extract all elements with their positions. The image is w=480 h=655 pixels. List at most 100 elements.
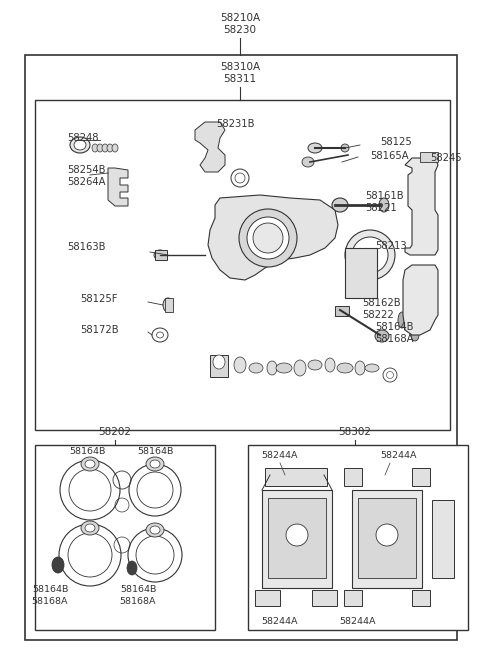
Ellipse shape	[308, 360, 322, 370]
Bar	[25, 55, 457, 640]
Bar	[265, 468, 327, 486]
Bar	[352, 490, 422, 588]
Bar	[210, 355, 228, 377]
Polygon shape	[405, 158, 438, 255]
Text: 58163B: 58163B	[67, 242, 106, 252]
Bar	[432, 500, 454, 578]
Ellipse shape	[308, 143, 322, 153]
Ellipse shape	[52, 557, 64, 573]
Text: 58161B: 58161B	[365, 191, 404, 201]
Ellipse shape	[379, 198, 389, 212]
Polygon shape	[403, 265, 438, 335]
Bar	[35, 100, 450, 430]
Ellipse shape	[107, 144, 113, 152]
Bar	[35, 445, 215, 630]
Bar	[165, 298, 173, 312]
Text: 58164B: 58164B	[120, 586, 156, 595]
Ellipse shape	[337, 363, 353, 373]
Ellipse shape	[127, 561, 137, 575]
Ellipse shape	[276, 363, 292, 373]
Text: 58125F: 58125F	[80, 294, 118, 304]
Text: 58302: 58302	[338, 427, 372, 437]
Bar	[155, 250, 167, 260]
Ellipse shape	[376, 524, 398, 546]
Ellipse shape	[253, 223, 283, 253]
Ellipse shape	[112, 144, 118, 152]
Text: 58168A: 58168A	[375, 334, 413, 344]
Bar	[255, 590, 280, 606]
Ellipse shape	[355, 361, 365, 375]
Ellipse shape	[332, 198, 348, 212]
Bar	[262, 490, 332, 588]
Text: 58172B: 58172B	[80, 325, 119, 335]
Ellipse shape	[81, 457, 99, 471]
Ellipse shape	[102, 144, 108, 152]
Polygon shape	[195, 122, 225, 172]
Bar	[312, 590, 337, 606]
Text: 58202: 58202	[98, 427, 132, 437]
Bar	[345, 248, 377, 298]
Bar	[358, 498, 416, 578]
Text: 58168A: 58168A	[32, 597, 68, 607]
Text: 58164B: 58164B	[69, 447, 105, 457]
Ellipse shape	[146, 457, 164, 471]
Text: 58164B: 58164B	[375, 322, 413, 332]
Bar	[412, 590, 430, 606]
Ellipse shape	[150, 460, 160, 468]
Ellipse shape	[365, 364, 379, 372]
Text: 58162B: 58162B	[362, 298, 401, 308]
Bar	[248, 445, 468, 630]
Ellipse shape	[249, 363, 263, 373]
Text: 58254B: 58254B	[67, 165, 106, 175]
Text: 58125: 58125	[380, 137, 412, 147]
Ellipse shape	[411, 329, 419, 341]
Ellipse shape	[345, 230, 395, 280]
Text: 58264A: 58264A	[67, 177, 106, 187]
Ellipse shape	[239, 209, 297, 267]
Text: 58245: 58245	[430, 153, 462, 163]
Bar	[268, 498, 326, 578]
Text: 58244A: 58244A	[262, 451, 298, 460]
Ellipse shape	[146, 523, 164, 537]
Ellipse shape	[85, 524, 95, 532]
Ellipse shape	[97, 144, 103, 152]
Ellipse shape	[154, 250, 166, 260]
Ellipse shape	[325, 358, 335, 372]
Text: 58311: 58311	[223, 74, 257, 84]
Bar	[420, 152, 438, 162]
Text: 58213: 58213	[375, 241, 407, 251]
Ellipse shape	[267, 361, 277, 375]
Bar	[335, 306, 349, 316]
Ellipse shape	[150, 526, 160, 534]
Text: 58244A: 58244A	[380, 451, 417, 460]
Text: 58164B: 58164B	[32, 586, 68, 595]
Ellipse shape	[234, 357, 246, 373]
Ellipse shape	[286, 524, 308, 546]
Text: 58164B: 58164B	[137, 447, 173, 457]
Ellipse shape	[213, 355, 225, 369]
Ellipse shape	[70, 137, 90, 153]
Ellipse shape	[247, 217, 289, 259]
Polygon shape	[208, 195, 338, 280]
Text: 58222: 58222	[362, 310, 394, 320]
Ellipse shape	[81, 521, 99, 535]
Text: 58230: 58230	[224, 25, 256, 35]
Text: 58210A: 58210A	[220, 13, 260, 23]
Text: 58165A: 58165A	[370, 151, 408, 161]
Text: 58221: 58221	[365, 203, 397, 213]
Bar	[344, 468, 362, 486]
Bar	[412, 468, 430, 486]
Ellipse shape	[92, 144, 98, 152]
Ellipse shape	[163, 298, 173, 312]
Ellipse shape	[85, 460, 95, 468]
Ellipse shape	[398, 312, 406, 328]
Ellipse shape	[375, 330, 389, 342]
Text: 58248: 58248	[67, 133, 98, 143]
Text: 58244A: 58244A	[340, 618, 376, 626]
Ellipse shape	[352, 237, 388, 273]
Ellipse shape	[74, 140, 86, 150]
Polygon shape	[108, 168, 128, 206]
Ellipse shape	[302, 157, 314, 167]
Text: 58244A: 58244A	[262, 618, 298, 626]
Text: 58310A: 58310A	[220, 62, 260, 72]
